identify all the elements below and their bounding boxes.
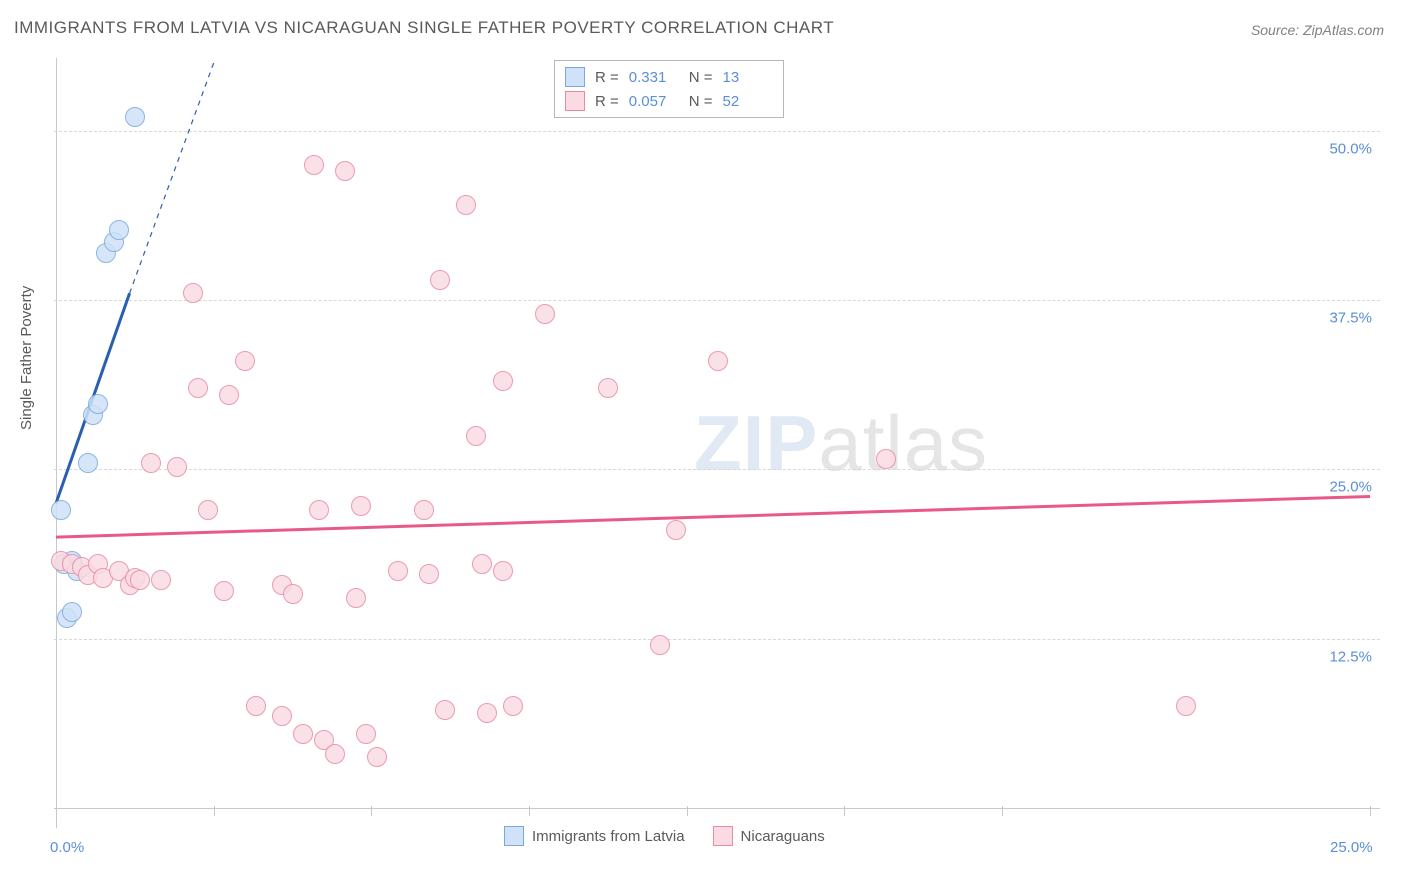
x-tick — [371, 806, 372, 816]
data-point — [109, 220, 129, 240]
data-point — [141, 453, 161, 473]
x-tick — [687, 806, 688, 816]
legend-swatch — [713, 826, 733, 846]
x-tick — [214, 806, 215, 816]
x-tick — [56, 806, 57, 816]
x-tick — [529, 806, 530, 816]
legend-label: Nicaraguans — [741, 828, 825, 845]
y-tick-label: 37.5% — [1329, 310, 1372, 327]
legend-swatch — [565, 67, 585, 87]
data-point — [503, 696, 523, 716]
data-point — [367, 747, 387, 767]
data-point — [335, 161, 355, 181]
data-point — [466, 426, 486, 446]
scatter-chart: ZIPatlas 12.5%25.0%37.5%50.0%0.0%25.0%R … — [54, 58, 1380, 828]
watermark: ZIPatlas — [694, 398, 988, 489]
legend-item: Immigrants from Latvia — [504, 826, 685, 846]
data-point — [272, 706, 292, 726]
data-point — [472, 554, 492, 574]
gridline — [54, 131, 1380, 132]
data-point — [51, 500, 71, 520]
legend-series: Immigrants from Latvia Nicaraguans — [504, 826, 825, 846]
data-point — [356, 724, 376, 744]
data-point — [188, 378, 208, 398]
x-tick — [1370, 806, 1371, 816]
data-point — [414, 500, 434, 520]
data-point — [198, 500, 218, 520]
data-point — [430, 270, 450, 290]
source-attribution: Source: ZipAtlas.com — [1251, 22, 1384, 38]
legend-label: Immigrants from Latvia — [532, 828, 685, 845]
legend-stat-row: R =0.057N =52 — [565, 91, 773, 111]
data-point — [535, 304, 555, 324]
legend-swatch — [504, 826, 524, 846]
y-axis-label: Single Father Poverty — [18, 286, 35, 430]
legend-stat-row: R =0.331N =13 — [565, 67, 773, 87]
data-point — [598, 378, 618, 398]
data-point — [304, 155, 324, 175]
data-point — [493, 561, 513, 581]
data-point — [708, 351, 728, 371]
data-point — [183, 283, 203, 303]
data-point — [283, 584, 303, 604]
data-point — [493, 371, 513, 391]
legend-stats: R =0.331N =13 R =0.057N =52 — [554, 60, 784, 118]
data-point — [130, 570, 150, 590]
y-axis — [56, 58, 57, 828]
data-point — [78, 453, 98, 473]
x-axis — [54, 808, 1380, 809]
data-point — [477, 703, 497, 723]
x-tick — [844, 806, 845, 816]
y-tick-label: 25.0% — [1329, 479, 1372, 496]
data-point — [1176, 696, 1196, 716]
gridline — [54, 469, 1380, 470]
legend-item: Nicaraguans — [713, 826, 825, 846]
gridline — [54, 639, 1380, 640]
data-point — [456, 195, 476, 215]
x-tick-label: 25.0% — [1330, 839, 1373, 856]
data-point — [62, 602, 82, 622]
data-point — [435, 700, 455, 720]
x-tick-label: 0.0% — [50, 839, 84, 856]
legend-swatch — [565, 91, 585, 111]
y-tick-label: 12.5% — [1329, 648, 1372, 665]
data-point — [388, 561, 408, 581]
data-point — [346, 588, 366, 608]
data-point — [235, 351, 255, 371]
data-point — [419, 564, 439, 584]
data-point — [214, 581, 234, 601]
data-point — [309, 500, 329, 520]
data-point — [351, 496, 371, 516]
chart-title: IMMIGRANTS FROM LATVIA VS NICARAGUAN SIN… — [14, 18, 834, 38]
data-point — [219, 385, 239, 405]
data-point — [88, 394, 108, 414]
x-tick — [1002, 806, 1003, 816]
y-tick-label: 50.0% — [1329, 140, 1372, 157]
data-point — [650, 635, 670, 655]
data-point — [125, 107, 145, 127]
data-point — [876, 449, 896, 469]
data-point — [293, 724, 313, 744]
data-point — [666, 520, 686, 540]
data-point — [167, 457, 187, 477]
data-point — [246, 696, 266, 716]
data-point — [151, 570, 171, 590]
gridline — [54, 300, 1380, 301]
data-point — [325, 744, 345, 764]
